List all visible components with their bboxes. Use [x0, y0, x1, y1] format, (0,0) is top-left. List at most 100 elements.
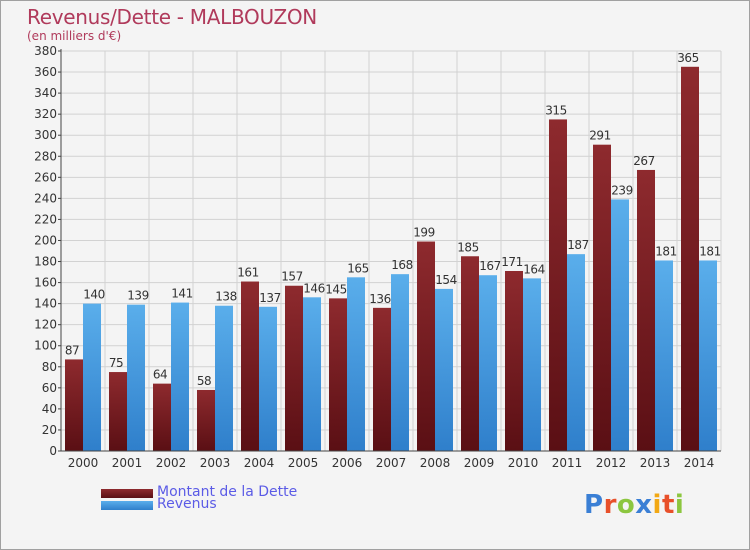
x-tick-label: 2003	[200, 456, 231, 470]
bar-dette	[153, 383, 171, 451]
bar-dette	[329, 298, 347, 451]
data-label-revenus: 181	[699, 244, 720, 258]
y-tick-label: 120	[34, 318, 57, 332]
data-label-dette: 161	[237, 266, 258, 280]
logo-letter: r	[603, 490, 617, 520]
bar-dette	[197, 389, 215, 451]
chart-subtitle: (en milliers d'€)	[27, 29, 122, 43]
data-label-revenus: 187	[567, 238, 588, 252]
x-tick-label: 2012	[596, 456, 627, 470]
data-label-revenus: 181	[655, 244, 676, 258]
y-tick-label: 20	[42, 423, 57, 437]
data-label-dette: 171	[501, 255, 522, 269]
bar-dette	[109, 372, 127, 451]
data-label-revenus: 154	[435, 273, 456, 287]
bar-revenus	[259, 306, 277, 451]
bar-dette	[637, 169, 655, 451]
logo-letter: i	[674, 490, 685, 520]
y-tick-label: 160	[34, 276, 57, 290]
legend-swatch-dette	[101, 489, 153, 498]
bar-revenus	[303, 297, 321, 451]
x-tick-label: 2000	[68, 456, 99, 470]
data-label-dette: 75	[109, 356, 123, 370]
bar-revenus	[655, 260, 673, 451]
data-label-dette: 185	[457, 240, 478, 254]
y-tick-label: 260	[34, 170, 57, 184]
y-tick-label: 60	[42, 381, 57, 395]
bar-revenus	[171, 302, 189, 451]
bar-dette	[65, 359, 83, 451]
data-label-revenus: 140	[83, 288, 104, 302]
bar-revenus	[479, 275, 497, 451]
legend-label-revenus: Revenus	[157, 496, 217, 512]
bar-dette	[505, 271, 523, 451]
y-tick-label: 220	[34, 212, 57, 226]
data-label-revenus: 138	[215, 290, 236, 304]
bar-revenus	[611, 199, 629, 451]
chart-title: Revenus/Dette - MALBOUZON	[27, 5, 317, 29]
logo-letter: t	[661, 490, 675, 520]
logo-letter: i	[652, 490, 662, 520]
bar-revenus	[699, 260, 717, 451]
bar-dette	[373, 307, 391, 451]
x-tick-label: 2014	[684, 456, 715, 470]
bar-revenus	[347, 277, 365, 451]
x-tick-label: 2004	[244, 456, 275, 470]
y-tick-label: 300	[34, 128, 57, 142]
bar-revenus	[523, 278, 541, 451]
y-tick-label: 360	[34, 65, 57, 79]
y-tick-label: 0	[49, 444, 57, 458]
y-tick-label: 280	[34, 149, 57, 163]
y-tick-label: 380	[34, 44, 57, 58]
y-tick-label: 340	[34, 86, 57, 100]
y-tick-label: 80	[42, 360, 57, 374]
x-tick-label: 2001	[112, 456, 143, 470]
bar-revenus	[127, 304, 145, 451]
x-tick-label: 2010	[508, 456, 539, 470]
data-label-dette: 267	[633, 154, 654, 168]
bar-dette	[593, 144, 611, 451]
data-label-revenus: 168	[391, 258, 412, 272]
logo-letter: o	[616, 490, 636, 520]
x-tick-label: 2008	[420, 456, 451, 470]
axes: 0 20 40 60 80 100 120 140 160 180 200 220 240 260 280 3…	[34, 44, 721, 470]
bar-dette	[681, 66, 699, 451]
bar-dette	[285, 285, 303, 451]
legend-swatch-revenus	[101, 501, 153, 510]
data-label-revenus: 146	[303, 281, 324, 295]
x-tick-label: 2011	[552, 456, 583, 470]
data-label-revenus: 141	[171, 287, 192, 301]
data-label-dette: 87	[65, 343, 79, 357]
data-label-dette: 365	[677, 51, 698, 65]
bar-revenus	[435, 288, 453, 451]
y-tick-label: 180	[34, 255, 57, 269]
data-label-dette: 64	[153, 368, 167, 382]
x-tick-label: 2013	[640, 456, 671, 470]
data-label-dette: 157	[281, 270, 302, 284]
logo-letter: P	[584, 490, 604, 520]
data-label-dette: 199	[413, 226, 434, 240]
data-label-dette: 315	[545, 103, 566, 117]
data-label-revenus: 164	[523, 262, 544, 276]
data-label-dette: 58	[197, 374, 211, 388]
data-label-revenus: 139	[127, 289, 148, 303]
bar-revenus	[83, 303, 101, 451]
y-tick-label: 100	[34, 339, 57, 353]
legend-label-dette: Montant de la Dette	[157, 484, 298, 500]
y-tick-label: 320	[34, 107, 57, 121]
logo-letter: x	[635, 490, 653, 520]
bar-revenus	[215, 305, 233, 451]
data-label-revenus: 239	[611, 183, 632, 197]
data-label-dette: 291	[589, 129, 610, 143]
x-tick-label: 2006	[332, 456, 363, 470]
x-tick-label: 2009	[464, 456, 495, 470]
bar-revenus	[567, 254, 585, 451]
y-tick-label: 140	[34, 297, 57, 311]
x-tick-label: 2005	[288, 456, 319, 470]
bar-revenus	[391, 274, 409, 451]
bar-dette	[417, 241, 435, 451]
data-label-dette: 145	[325, 282, 346, 296]
bar-dette	[549, 119, 567, 451]
